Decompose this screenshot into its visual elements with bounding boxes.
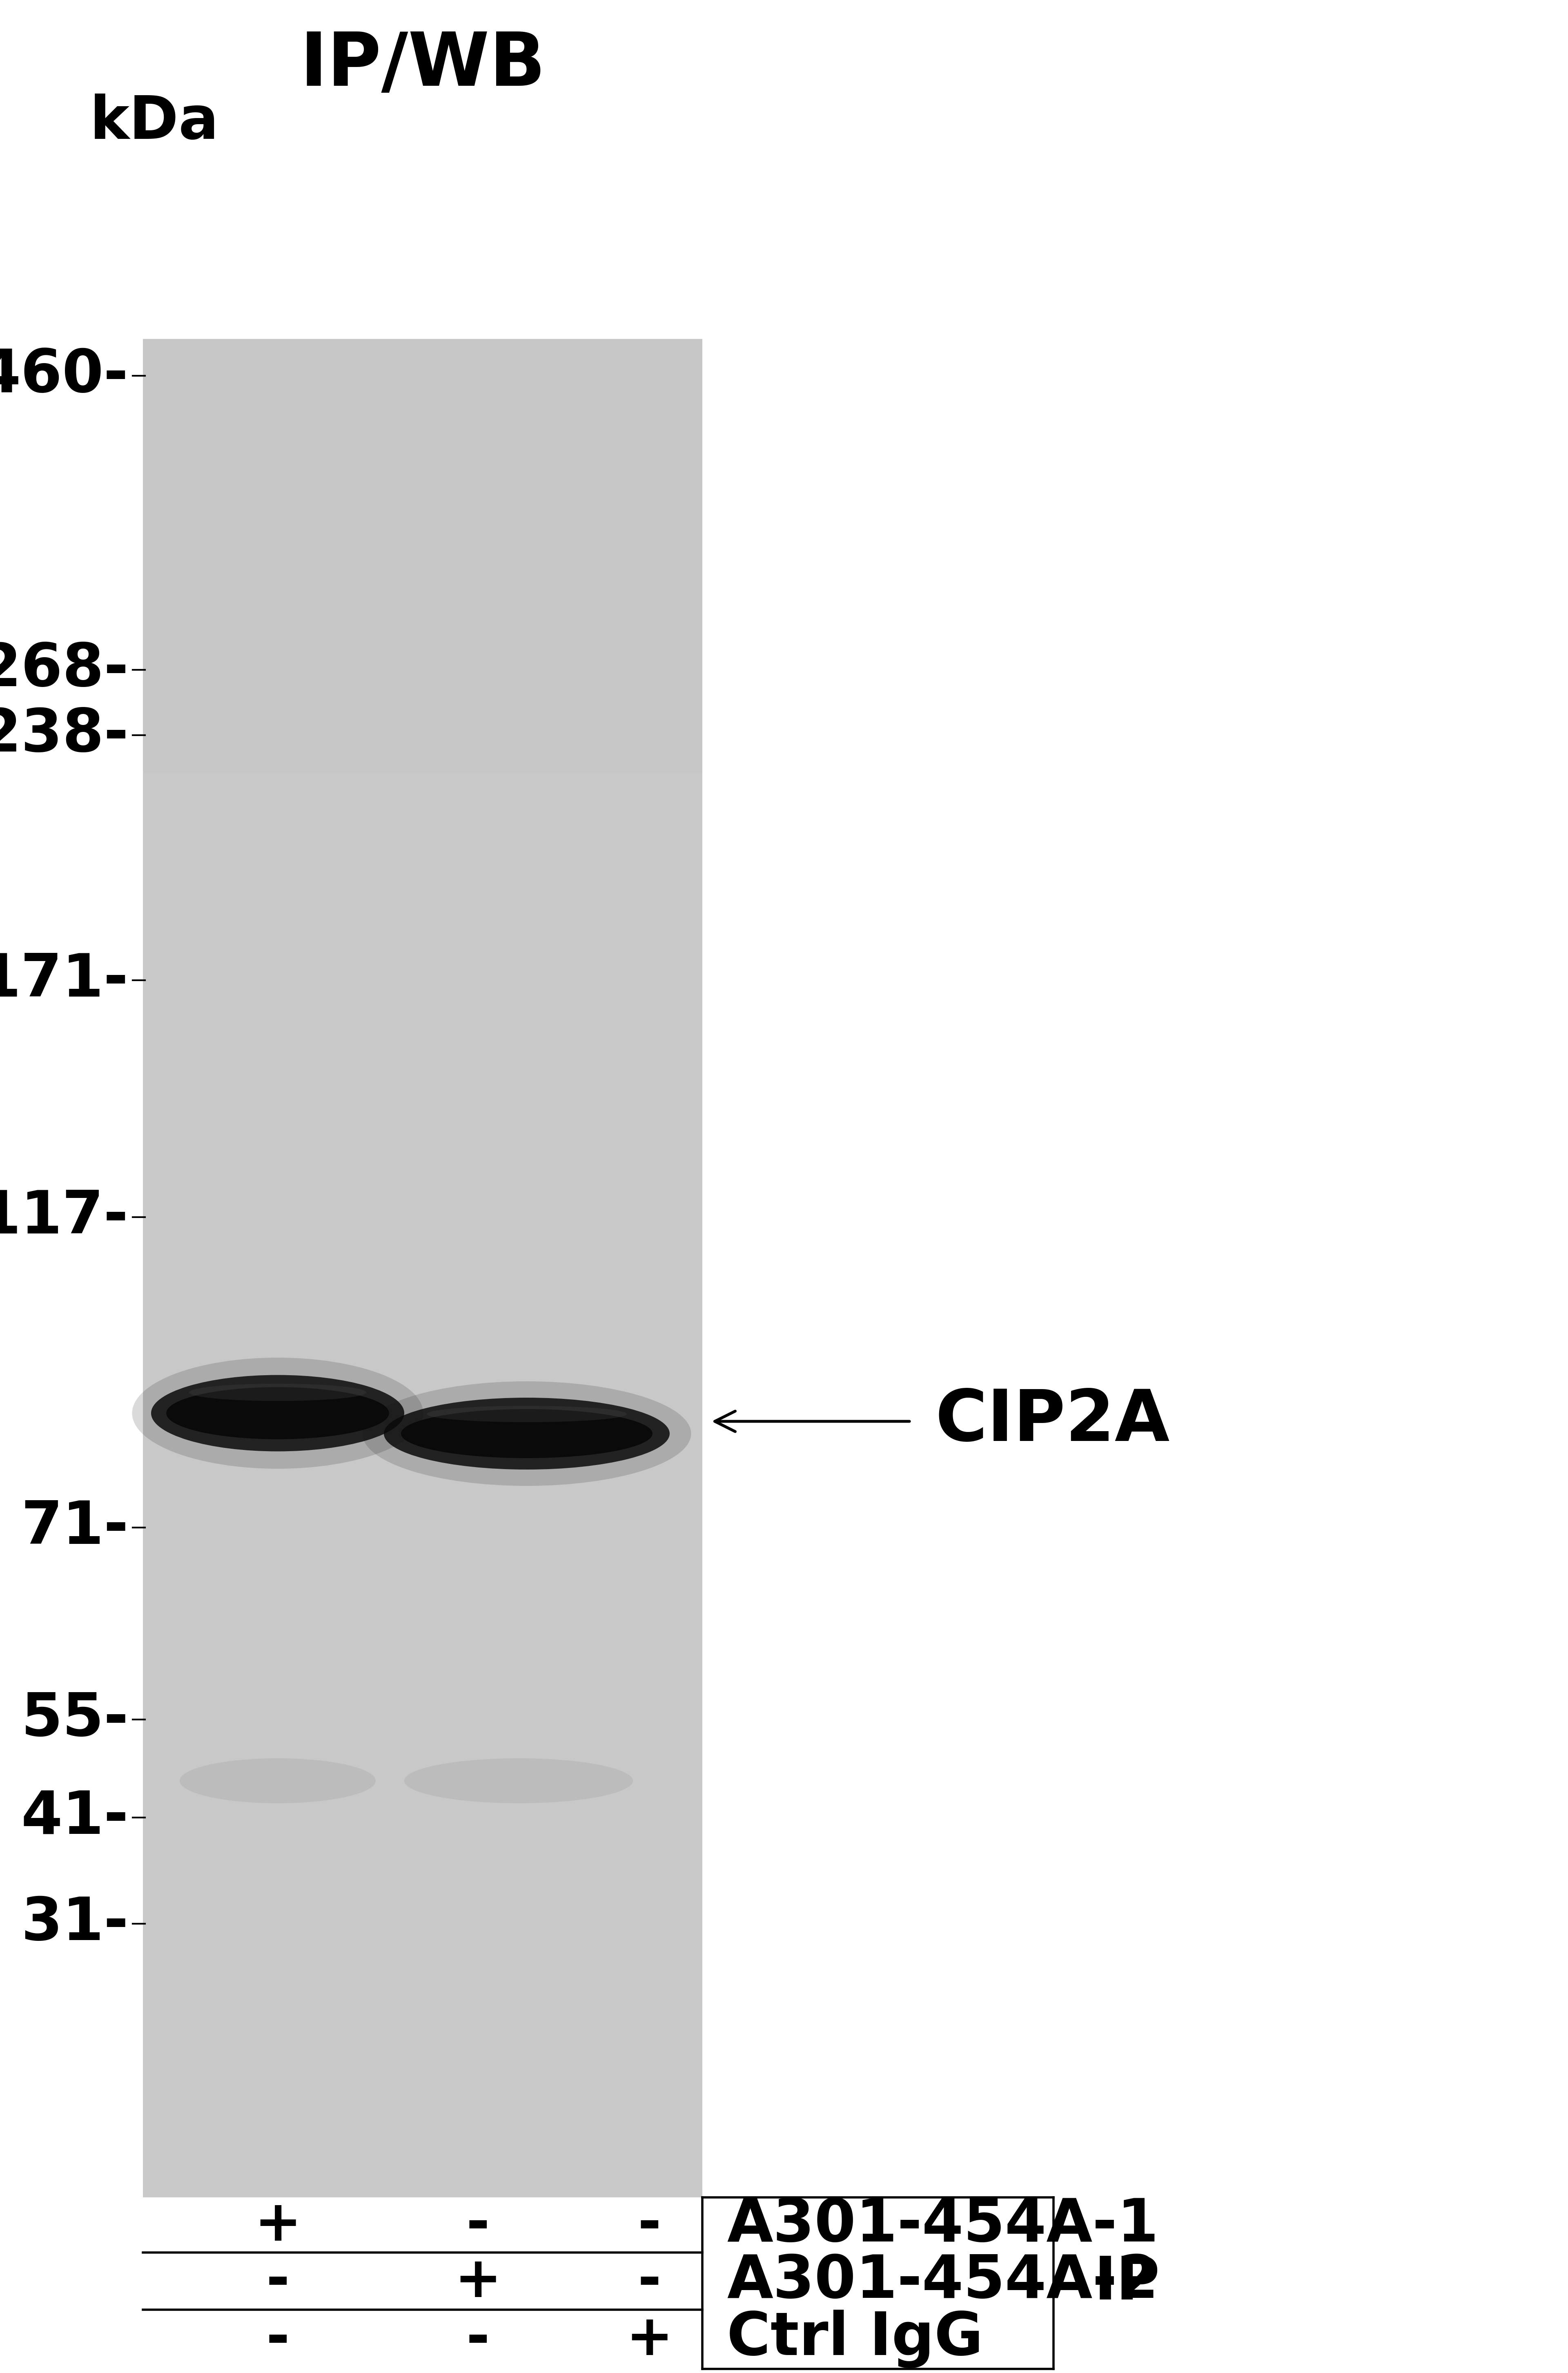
Bar	[143, 897, 702, 928]
Bar	[143, 1763, 702, 1794]
Bar	[143, 740, 702, 774]
Text: -: -	[466, 2311, 489, 2366]
Ellipse shape	[384, 1398, 670, 1469]
Text: A301-454A-1: A301-454A-1	[728, 2195, 1159, 2254]
Text: IP/WB: IP/WB	[299, 28, 546, 102]
Bar	[143, 648, 702, 679]
Ellipse shape	[401, 1410, 652, 1457]
Ellipse shape	[151, 1374, 405, 1452]
Bar	[143, 1455, 702, 1485]
Text: +: +	[254, 2197, 301, 2252]
Text: 460-: 460-	[0, 346, 129, 403]
Bar	[143, 1360, 702, 1393]
Bar	[143, 1732, 702, 1763]
Bar	[143, 2043, 702, 2074]
Bar	[143, 1640, 702, 1671]
Text: 41-: 41-	[20, 1789, 129, 1846]
Bar	[143, 1236, 702, 1267]
Bar	[143, 1082, 702, 1113]
Bar	[143, 710, 702, 743]
Bar	[143, 1609, 702, 1640]
Ellipse shape	[132, 1357, 423, 1469]
Bar	[143, 432, 702, 463]
Text: 171-: 171-	[0, 952, 129, 1009]
Bar	[143, 1917, 702, 1951]
Ellipse shape	[180, 1758, 376, 1803]
Text: 268-: 268-	[0, 641, 129, 698]
Text: -: -	[267, 2254, 290, 2309]
Ellipse shape	[362, 1381, 691, 1485]
Bar	[143, 401, 702, 432]
Bar	[143, 2167, 702, 2197]
Bar	[143, 1948, 702, 1981]
Ellipse shape	[426, 1405, 627, 1421]
Bar	[143, 339, 702, 2197]
Bar	[143, 555, 702, 586]
Bar	[143, 524, 702, 555]
Bar	[143, 1516, 702, 1547]
Text: 71-: 71-	[20, 1500, 129, 1557]
Bar	[143, 1391, 702, 1424]
Ellipse shape	[166, 1388, 389, 1438]
Bar	[143, 1298, 702, 1331]
Text: A301-454A-2: A301-454A-2	[728, 2252, 1159, 2309]
Bar	[143, 835, 702, 866]
Bar	[143, 1020, 702, 1051]
Text: -: -	[638, 2197, 662, 2252]
Bar	[143, 990, 702, 1020]
Bar	[143, 1267, 702, 1298]
Bar	[143, 1825, 702, 1856]
Bar	[143, 1887, 702, 1920]
Bar	[143, 1979, 702, 2012]
Text: 31-: 31-	[20, 1896, 129, 1953]
Bar	[143, 1671, 702, 1701]
Bar	[143, 2074, 702, 2105]
Ellipse shape	[405, 1758, 633, 1803]
Bar	[143, 866, 702, 897]
Bar	[143, 1485, 702, 1516]
Bar	[143, 494, 702, 524]
Bar	[143, 1547, 702, 1578]
Text: +: +	[455, 2254, 502, 2309]
Bar	[143, 1856, 702, 1887]
Text: 55-: 55-	[20, 1690, 129, 1749]
Bar	[143, 1144, 702, 1175]
Bar	[143, 928, 702, 959]
Bar	[143, 959, 702, 990]
Text: CIP2A: CIP2A	[935, 1386, 1170, 1457]
Bar	[143, 1578, 702, 1609]
Text: -: -	[267, 2311, 290, 2366]
Text: +: +	[626, 2311, 673, 2366]
Bar	[143, 1051, 702, 1082]
Bar	[143, 463, 702, 494]
Bar	[143, 1424, 702, 1455]
Bar	[143, 2136, 702, 2167]
Bar	[143, 802, 702, 835]
Text: -: -	[638, 2254, 662, 2309]
Text: 238-: 238-	[0, 707, 129, 764]
Bar	[143, 1329, 702, 1362]
Bar	[143, 370, 702, 401]
Bar	[143, 339, 702, 370]
Text: kDa: kDa	[89, 95, 220, 152]
Text: IP: IP	[1094, 2254, 1160, 2311]
Text: -: -	[466, 2197, 489, 2252]
Ellipse shape	[190, 1383, 367, 1400]
Bar	[143, 1701, 702, 1732]
Bar	[143, 586, 702, 617]
Bar	[143, 771, 702, 804]
Text: 117-: 117-	[0, 1189, 129, 1246]
Bar	[143, 1794, 702, 1825]
Bar	[143, 1113, 702, 1144]
Bar	[143, 2012, 702, 2043]
Bar	[143, 617, 702, 648]
Text: Ctrl IgG: Ctrl IgG	[728, 2309, 983, 2368]
Bar	[143, 2105, 702, 2136]
Bar	[143, 1175, 702, 1205]
Bar	[143, 679, 702, 710]
Bar	[143, 1205, 702, 1236]
